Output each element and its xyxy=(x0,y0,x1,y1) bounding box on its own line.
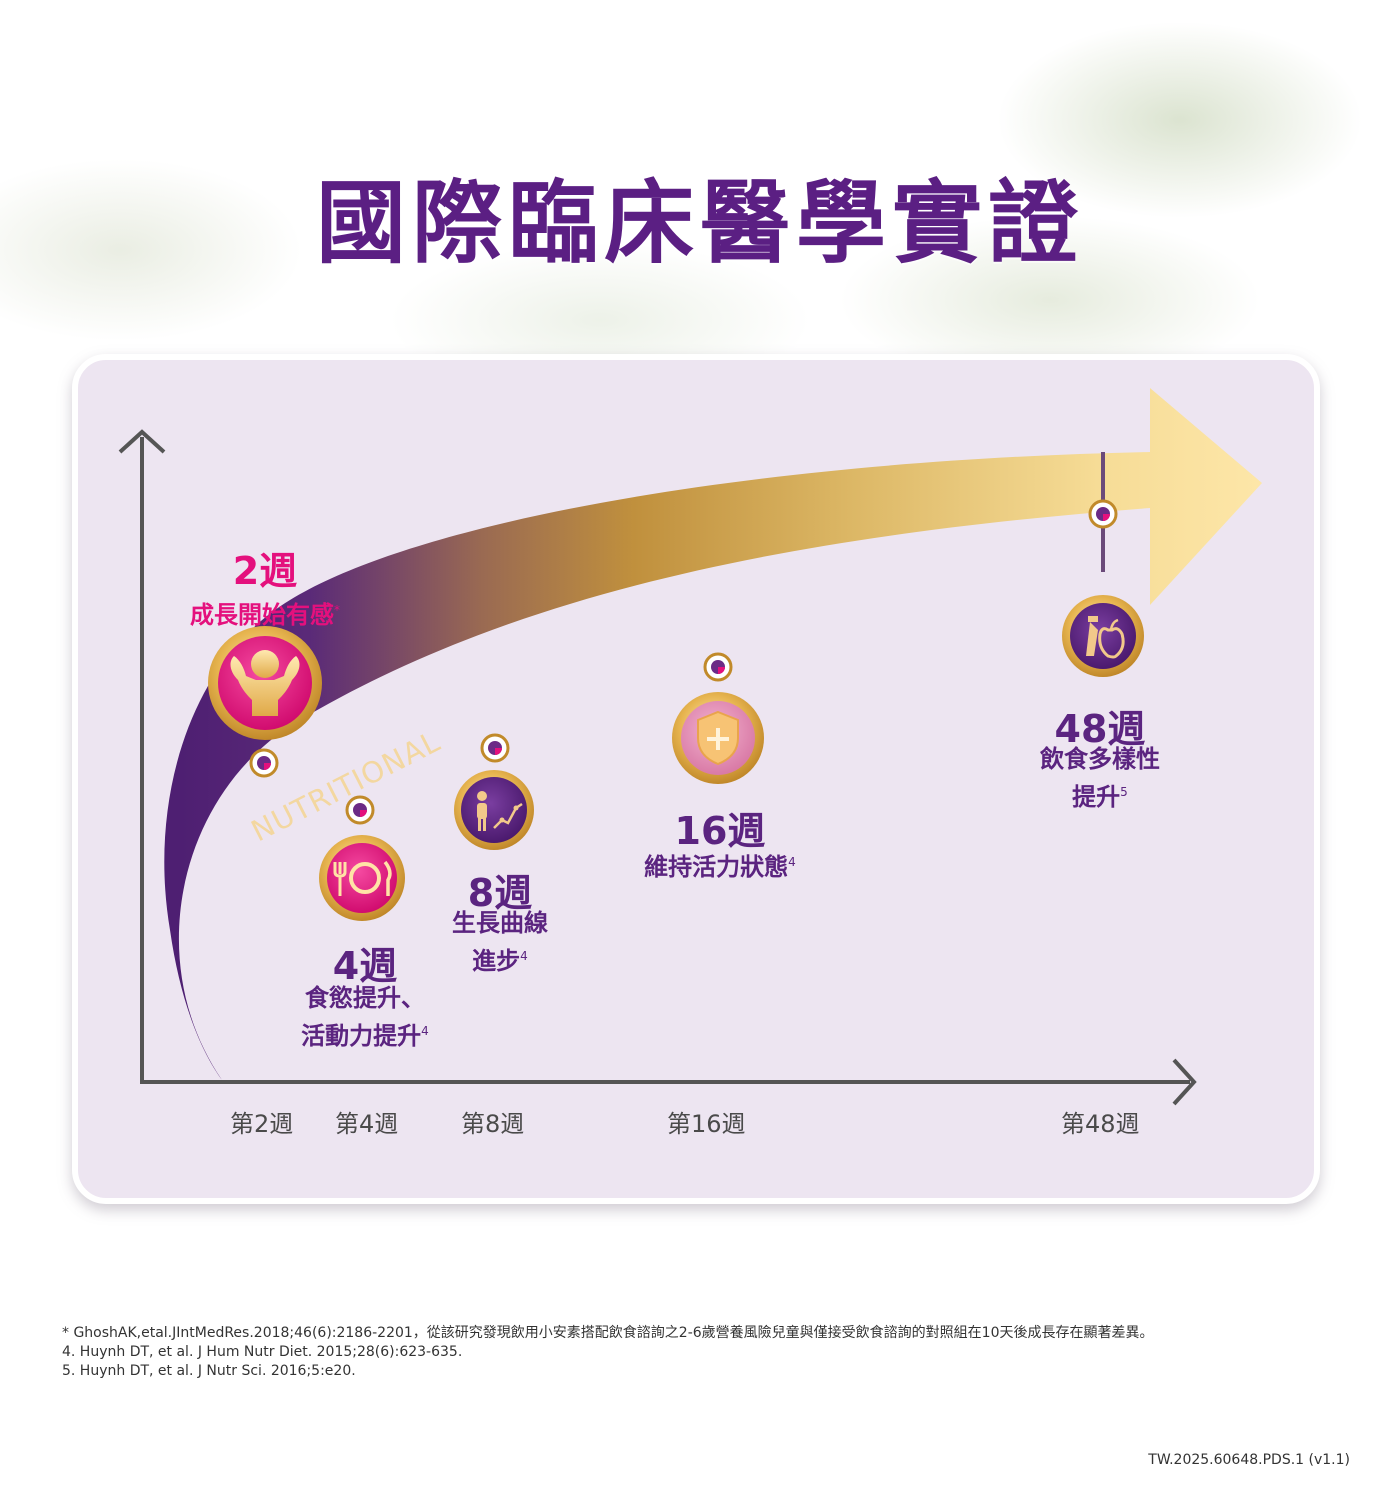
week-8-sup: 4 xyxy=(520,949,528,963)
week-4-desc-line2: 活動力提升 xyxy=(301,1022,422,1050)
week-8-desc: 生長曲線 進步4 xyxy=(400,907,600,978)
week-16-sup: 4 xyxy=(788,855,796,869)
week-4-desc-line2-wrap: 活動力提升4 xyxy=(250,1015,480,1053)
week-4-sup: 4 xyxy=(421,1024,429,1038)
week-16-desc-text: 維持活力狀態 xyxy=(644,853,789,881)
week-8-desc-line2-wrap: 進步4 xyxy=(400,940,600,978)
x-tick-week4: 第4週 xyxy=(335,1110,399,1138)
week-8-label: 8週 xyxy=(467,871,533,915)
shield-plus-icon xyxy=(672,692,764,784)
week-8-desc-line1: 生長曲線 xyxy=(452,909,548,937)
week-2-sup: * xyxy=(334,603,340,617)
arrow-text: NUTRITIONAL xyxy=(246,724,446,848)
week-48-label: 48週 xyxy=(1054,707,1146,751)
background-blur xyxy=(0,0,1400,360)
muscle-kid-icon xyxy=(208,626,322,740)
x-tick-week2: 第2週 xyxy=(230,1110,294,1138)
target-dot xyxy=(249,748,279,778)
week-16-desc: 維持活力狀態4 xyxy=(600,846,840,884)
footnotes: * GhoshAK,etal.JIntMedRes.2018;46(6):218… xyxy=(62,1324,1153,1381)
week-48-sup: 5 xyxy=(1120,785,1128,799)
growth-arrow xyxy=(164,388,1263,1080)
document-code: TW.2025.60648.PDS.1 (v1.1) xyxy=(1148,1452,1350,1468)
week-48-desc: 飲食多樣性 提升5 xyxy=(1000,743,1200,814)
week-4-desc-line1: 食慾提升、 xyxy=(305,984,425,1012)
week-16-label: 16週 xyxy=(674,809,766,853)
target-dot xyxy=(703,652,733,682)
footnote-4: 4. Huynh DT, et al. J Hum Nutr Diet. 201… xyxy=(62,1344,463,1360)
x-tick-week48: 第48週 xyxy=(1061,1110,1140,1138)
plate-cutlery-icon xyxy=(319,835,405,921)
x-tick-week8: 第8週 xyxy=(461,1110,525,1138)
growth-curve-icon xyxy=(454,770,534,850)
week-48-desc-line2-wrap: 提升5 xyxy=(1000,776,1200,814)
page-title: 國際臨床醫學實證 xyxy=(316,171,1084,276)
week-4-label: 4週 xyxy=(332,944,398,988)
y-axis xyxy=(118,429,166,1082)
target-dot xyxy=(345,795,375,825)
week-48-desc-line1: 飲食多樣性 xyxy=(1040,745,1160,773)
footnote-star: * GhoshAK,etal.JIntMedRes.2018;46(6):218… xyxy=(62,1325,1154,1341)
week-2-desc: 成長開始有感* xyxy=(150,594,380,632)
x-tick-week16: 第16週 xyxy=(667,1110,746,1138)
week-4-desc: 食慾提升、 活動力提升4 xyxy=(250,982,480,1053)
week-48-desc-line2: 提升 xyxy=(1072,783,1121,811)
target-dot xyxy=(480,733,510,763)
target-dot xyxy=(1088,499,1118,529)
week-2-label: 2週 xyxy=(232,549,298,593)
week-8-desc-line2: 進步 xyxy=(472,947,521,975)
x-axis xyxy=(140,1058,1197,1106)
week-2-desc-text: 成長開始有感 xyxy=(190,601,334,629)
food-variety-icon xyxy=(1062,595,1144,677)
footnote-5: 5. Huynh DT, et al. J Nutr Sci. 2016;5:e… xyxy=(62,1363,356,1379)
